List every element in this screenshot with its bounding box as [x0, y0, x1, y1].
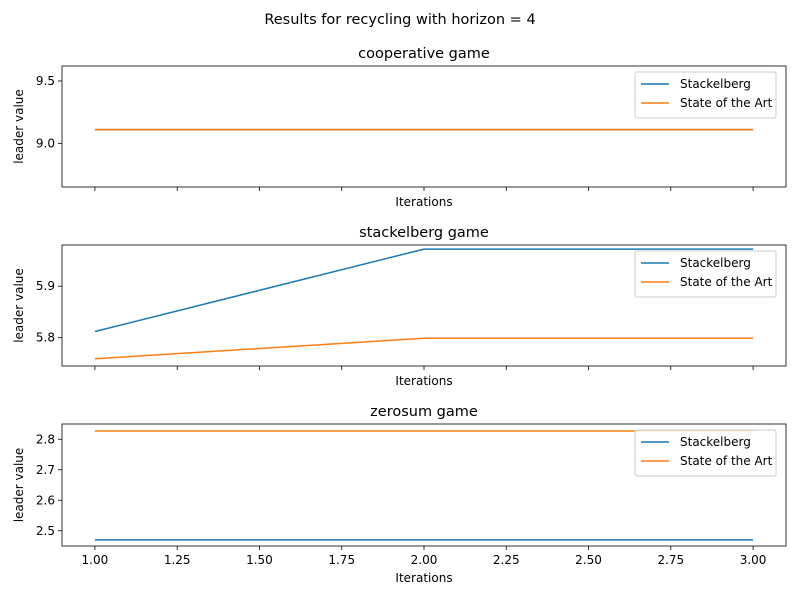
y-tick-label: 2.7 [36, 463, 55, 477]
x-axis-label: Iterations [395, 374, 452, 388]
x-tick-label: 1.25 [164, 553, 191, 567]
legend-label: Stackelberg [680, 77, 751, 91]
y-tick-label: 9.0 [36, 136, 55, 150]
x-tick-label: 3.00 [740, 553, 767, 567]
x-tick-label: 1.00 [82, 553, 109, 567]
legend-label: State of the Art [680, 454, 773, 468]
y-axis-label: leader value [12, 268, 26, 343]
legend-label: Stackelberg [680, 435, 751, 449]
figure-title: Results for recycling with horizon = 4 [264, 12, 535, 28]
y-tick-label: 2.8 [36, 432, 55, 446]
y-tick-label: 5.8 [36, 331, 55, 345]
y-tick-label: 5.9 [36, 279, 55, 293]
legend-label: State of the Art [680, 96, 773, 110]
legend-box [634, 71, 777, 119]
legend: Stackelberg State of the Art [634, 250, 777, 298]
legend: Stackelberg State of the Art [634, 429, 777, 477]
subplots: cooperative game 9.0 9.5 Iterations leader v… [12, 46, 787, 585]
x-tick-label: 2.25 [493, 553, 520, 567]
legend-box [634, 250, 777, 298]
y-tick-label: 2.5 [36, 524, 55, 538]
y-tick-label: 9.5 [36, 74, 55, 88]
x-tick-label: 1.75 [328, 553, 355, 567]
x-tick-label: 1.50 [246, 553, 273, 567]
x-tick-label: 2.00 [411, 553, 438, 567]
legend: Stackelberg State of the Art [634, 71, 777, 119]
subplot-2: stackelberg game 5.8 5.9 Iterations leader v… [12, 225, 787, 388]
legend-label: State of the Art [680, 275, 773, 289]
legend-box [634, 429, 777, 477]
y-tick-label: 2.6 [36, 493, 55, 507]
series-line-stackelberg [94, 248, 754, 333]
subplot-title: stackelberg game [359, 225, 489, 241]
x-axis-label: Iterations [395, 571, 452, 585]
axes-frame [61, 244, 787, 367]
subplot-title: zerosum game [370, 404, 478, 420]
x-tick-label: 2.50 [575, 553, 602, 567]
axes-frame [61, 65, 787, 188]
y-axis-label: leader value [12, 89, 26, 164]
subplot-title: cooperative game [358, 46, 490, 62]
legend-label: Stackelberg [680, 256, 751, 270]
subplot-1: cooperative game 9.0 9.5 Iterations leader v… [12, 46, 787, 209]
x-axis-label: Iterations [395, 195, 452, 209]
axes-frame [61, 423, 787, 547]
series-line-state-of-the-art [94, 337, 754, 360]
subplot-3: zerosum game 1.00 1.25 1.50 1.75 2.00 2.25 2.50… [12, 404, 787, 585]
x-tick-label: 2.75 [657, 553, 684, 567]
y-axis-label: leader value [12, 448, 26, 523]
